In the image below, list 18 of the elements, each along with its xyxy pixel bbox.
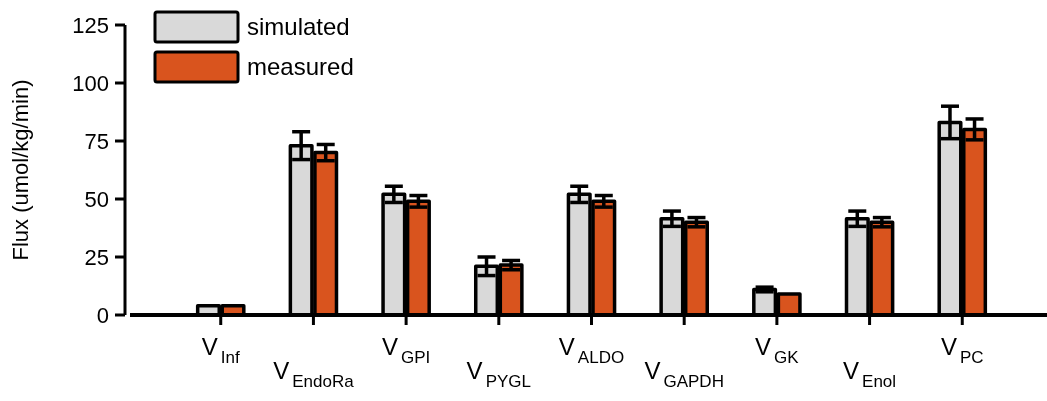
x-tick-label: V$_{EndoRa}$ <box>273 357 355 391</box>
x-tick-label: V$_{PC}$ <box>940 333 984 367</box>
legend-label: measured <box>247 53 354 81</box>
y-tick-label: 50 <box>84 186 109 212</box>
y-tick-label: 0 <box>96 302 109 328</box>
x-tick-label: V$_{PYGL}$ <box>466 357 531 391</box>
y-tick-label: 100 <box>72 70 109 96</box>
y-axis-title: Flux (umol/kg/min) <box>8 79 33 261</box>
legend-label: simulated <box>247 13 350 41</box>
x-tick-label: V$_{Inf}$ <box>201 333 240 367</box>
y-tick-label: 125 <box>72 12 109 38</box>
y-tick-label: 25 <box>84 244 109 270</box>
x-tick-label: V$_{GAPDH}$ <box>644 357 724 391</box>
y-tick-label: 75 <box>84 128 109 154</box>
x-tick-label: V$_{GPI}$ <box>381 333 431 367</box>
x-tick-label: V$_{ALDO}$ <box>558 333 625 367</box>
x-tick-label: V$_{Enol}$ <box>843 357 897 391</box>
x-tick-label: V$_{GK}$ <box>755 333 800 367</box>
